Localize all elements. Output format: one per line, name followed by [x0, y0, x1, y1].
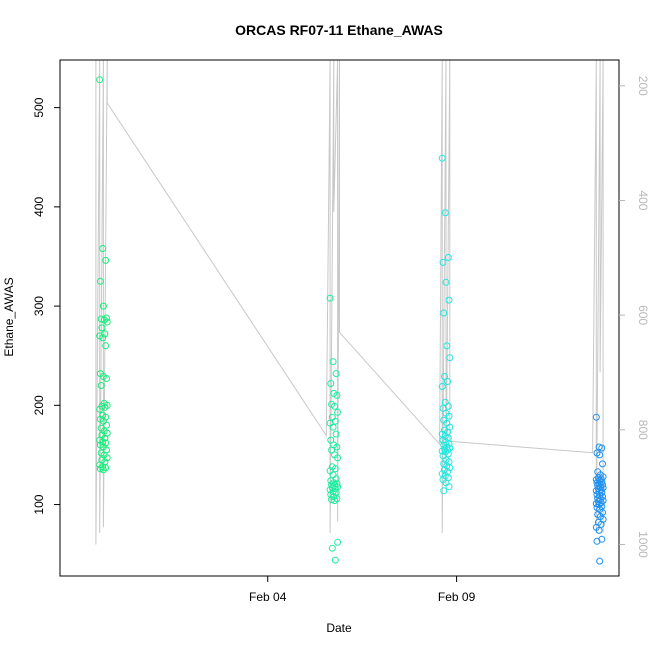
right-y-axis: 200 400 600 800 1000	[619, 76, 650, 558]
data-point	[99, 302, 107, 310]
data-point	[102, 342, 110, 350]
y-tick-label: 100	[32, 494, 46, 514]
right-y-tick-label: 600	[636, 305, 650, 325]
data-point	[446, 354, 454, 362]
data-point	[438, 447, 446, 455]
data-point	[596, 557, 604, 565]
data-point	[329, 358, 337, 366]
right-y-tick-label: 400	[636, 190, 650, 210]
data-point	[442, 278, 450, 286]
data-point	[599, 460, 606, 468]
data-point	[333, 495, 341, 503]
data-point	[103, 318, 111, 326]
data-point	[441, 373, 448, 380]
data-point	[332, 430, 340, 438]
data-point	[97, 315, 105, 323]
data-point	[440, 309, 448, 317]
data-point	[443, 342, 451, 350]
y-tick-label: 500	[32, 97, 46, 117]
data-point	[332, 370, 340, 378]
y-axis-label: Ethane_AWAS	[2, 277, 16, 356]
data-point	[331, 497, 339, 505]
data-point	[441, 209, 449, 217]
data-point	[102, 464, 110, 472]
data-point	[331, 556, 339, 564]
data-point	[599, 473, 607, 481]
data-point	[444, 254, 452, 261]
data-point	[599, 484, 607, 492]
plot-frame	[59, 59, 620, 577]
data-point	[103, 401, 111, 409]
data-point	[443, 443, 451, 451]
x-tick-label: Feb 09	[438, 590, 476, 604]
data-point	[597, 499, 605, 507]
data-point	[329, 423, 337, 431]
data-point	[596, 451, 604, 459]
data-point	[334, 454, 342, 462]
data-point	[96, 277, 104, 285]
data-point	[103, 421, 110, 429]
data-point	[445, 296, 453, 304]
data-point	[441, 445, 448, 453]
data-point	[327, 436, 335, 444]
data-point	[99, 466, 107, 474]
data-point	[328, 481, 336, 489]
data-point	[326, 294, 334, 302]
data-point	[593, 537, 601, 545]
data-point	[331, 402, 339, 410]
data-point	[98, 324, 106, 332]
data-point	[103, 314, 110, 322]
data-point	[96, 465, 104, 473]
y-axis: 100 200 300 400 500	[32, 97, 60, 515]
chart-title: ORCAS RF07-11 Ethane_AWAS	[235, 22, 443, 38]
data-point	[439, 258, 447, 266]
data-point	[99, 245, 107, 252]
data-point	[445, 483, 453, 491]
data-point	[333, 443, 341, 451]
data-point	[328, 544, 336, 552]
data-point	[439, 404, 447, 412]
x-tick-label: Feb 04	[249, 590, 287, 604]
data-point	[438, 154, 446, 162]
data-point	[96, 76, 104, 84]
data-point	[99, 334, 107, 342]
right-y-tick-label: 200	[636, 76, 650, 96]
data-point	[99, 463, 107, 471]
data-point	[595, 526, 603, 534]
right-y-tick-label: 800	[636, 420, 650, 440]
data-point	[444, 446, 451, 454]
y-tick-label: 400	[32, 197, 46, 217]
data-point	[445, 412, 453, 420]
data-point	[592, 413, 600, 421]
data-points-layer	[96, 76, 607, 565]
data-point	[327, 380, 335, 387]
data-point	[333, 391, 341, 399]
data-point	[103, 375, 110, 382]
data-point	[334, 538, 342, 546]
data-point	[102, 256, 110, 264]
right-y-tick-label: 1000	[636, 531, 650, 558]
y-tick-label: 200	[32, 395, 46, 415]
x-axis: Feb 04 Feb 09	[249, 576, 476, 604]
data-point	[334, 408, 342, 416]
data-point	[444, 378, 451, 385]
data-point	[333, 480, 341, 488]
data-point	[97, 382, 105, 389]
data-point	[328, 446, 336, 454]
data-point	[598, 444, 606, 452]
data-point	[440, 487, 448, 495]
x-axis-label: Date	[326, 621, 352, 635]
data-point	[328, 484, 336, 492]
data-point	[599, 481, 606, 489]
data-point	[438, 383, 446, 390]
y-tick-label: 300	[32, 296, 46, 316]
data-point	[96, 405, 104, 413]
data-point	[328, 496, 336, 504]
